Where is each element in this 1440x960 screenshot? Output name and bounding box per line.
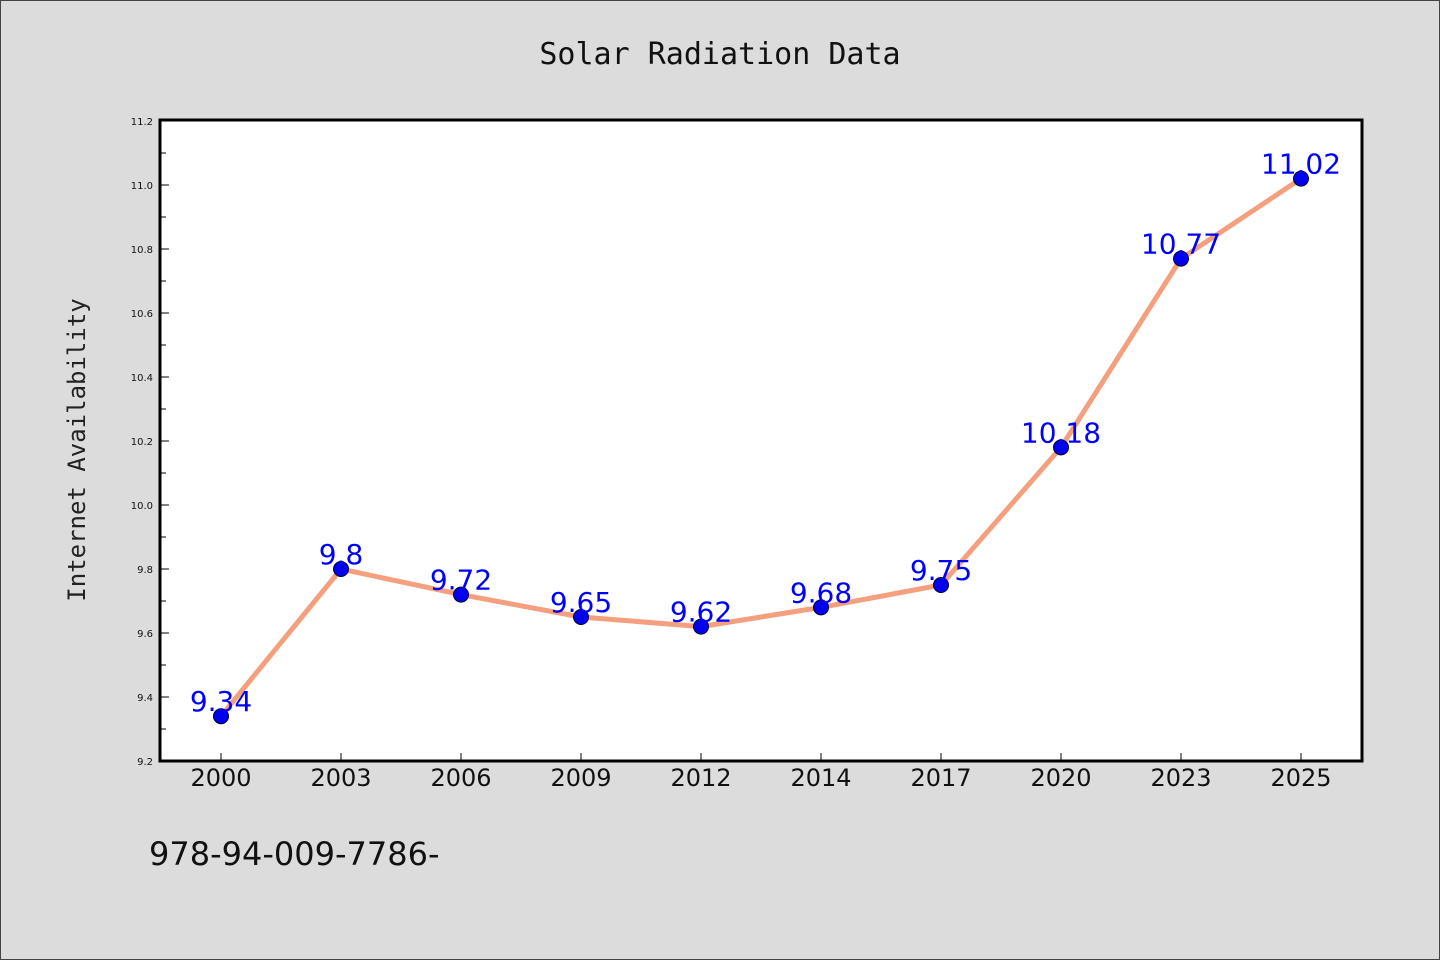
data-point-marker: [1293, 170, 1309, 187]
x-tick-label: 2020: [1030, 764, 1091, 792]
y-axis-label: Internet Availability: [63, 298, 91, 601]
x-tick-label: 2009: [550, 764, 611, 792]
y-tick-label: 10.8: [131, 245, 153, 256]
y-tick-label: 10.4: [131, 373, 153, 384]
y-tick-label: 10.0: [131, 501, 153, 512]
data-point-label: 10.18: [1021, 416, 1101, 449]
x-tick-label: 2003: [310, 764, 371, 792]
y-tick-label: 11.2: [131, 117, 153, 128]
x-tick-label: 2000: [190, 764, 251, 792]
data-point-label: 9.68: [790, 576, 852, 609]
bottom-annotation: 978-94-009-7786-: [149, 835, 440, 873]
x-tick-label: 2006: [430, 764, 491, 792]
data-point-marker: [1053, 439, 1069, 456]
data-point-label: 9.65: [550, 586, 612, 619]
y-axis-ticks: 9.2 9.4 9.6 9.8 10.0 10.2 10.4 10.6 10.8 11.0 11.2: [131, 117, 169, 768]
x-tick-label: 2017: [910, 764, 971, 792]
y-tick-label: 9.8: [137, 565, 153, 576]
y-tick-label: 11.0: [131, 181, 153, 192]
y-tick-label: 9.6: [137, 629, 153, 640]
data-point-marker: [813, 599, 829, 616]
data-point-marker: [453, 586, 469, 603]
series-line: [218, 176, 1304, 719]
data-point-label: 9.75: [910, 554, 972, 587]
x-tick-label: 2023: [1150, 764, 1211, 792]
data-point-marker: [693, 618, 709, 635]
x-tick-label: 2014: [790, 764, 851, 792]
data-point-label: 11.02: [1261, 148, 1341, 181]
data-labels: 9.34 9.8 9.72 9.65 9.62 9.68 9.75 10.18 10.77 11.…: [190, 148, 1341, 719]
data-point-marker: [333, 561, 349, 577]
data-point-marker: [213, 708, 229, 725]
y-tick-label: 10.2: [131, 437, 153, 448]
series-markers: [213, 170, 1309, 725]
x-tick-label: 2012: [670, 764, 731, 792]
data-point-label: 9.62: [670, 596, 732, 629]
y-tick-label: 9.2: [137, 757, 153, 768]
data-point-label: 9.8: [319, 538, 364, 571]
data-point-marker: [933, 577, 949, 593]
chart-title: Solar Radiation Data: [539, 37, 900, 72]
x-axis-ticks: 2000 2003 2006 2009 2012 2014 2017 2020 2023 2025: [190, 753, 1332, 792]
data-point-label: 9.34: [190, 685, 252, 718]
data-point-label: 9.72: [430, 564, 492, 597]
y-tick-label: 9.4: [137, 693, 153, 704]
data-point-marker: [573, 609, 589, 625]
x-tick-label: 2025: [1270, 764, 1331, 792]
y-tick-label: 10.6: [131, 309, 153, 320]
data-point-marker: [1173, 250, 1189, 267]
plot-area: [158, 118, 1364, 763]
data-point-label: 10.77: [1141, 228, 1221, 261]
